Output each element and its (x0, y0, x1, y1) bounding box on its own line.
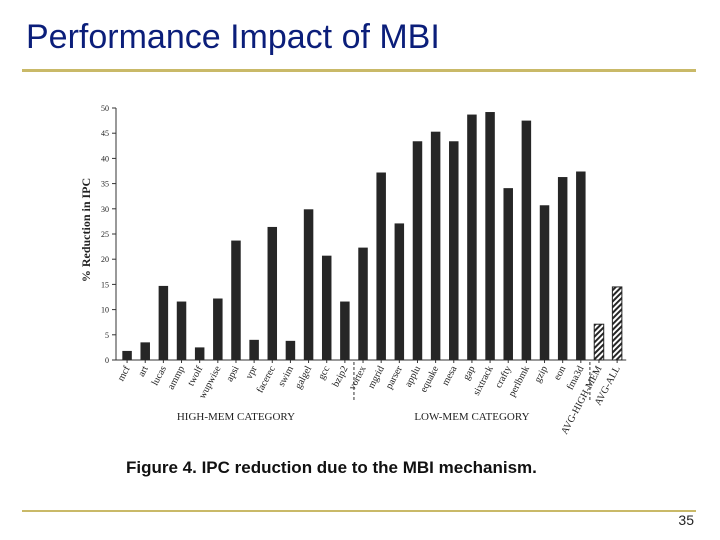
title-divider (22, 69, 696, 72)
bar-facerec (267, 226, 278, 360)
figure-caption: Figure 4. IPC reduction due to the MBI m… (126, 458, 537, 477)
category-label: eon (552, 364, 568, 382)
bar-avg-all (611, 286, 623, 361)
category-label: gzip (532, 364, 550, 384)
category-label: ammp (166, 364, 187, 391)
bar-bzip2 (340, 301, 350, 360)
bar-swim (285, 340, 296, 360)
bar-equake (430, 131, 441, 360)
bar-parser (394, 223, 405, 360)
bar-gcc (321, 255, 332, 360)
bar-mesa (449, 141, 459, 360)
bar-mcf (122, 350, 132, 360)
category-label: parser (384, 364, 405, 391)
category-label: equake (418, 364, 441, 395)
bar-eon (557, 177, 568, 360)
bar-wupwise (213, 298, 223, 360)
slide-number: 35 (678, 512, 694, 528)
footer-divider (22, 510, 696, 512)
category-label: vortex (347, 364, 369, 392)
bar-gap (467, 114, 477, 360)
bar-lucas (158, 285, 169, 360)
bar-mgrid (376, 172, 386, 360)
bar-vpr (249, 339, 259, 360)
y-tick-label: 35 (101, 180, 109, 189)
y-axis-title: % Reduction in IPC (79, 178, 93, 282)
category-label: mcf (116, 364, 133, 383)
group-label: LOW-MEM CATEGORY (414, 411, 529, 423)
bar-galgel (303, 209, 314, 360)
category-label: art (136, 364, 151, 379)
y-tick-label: 20 (101, 255, 109, 264)
y-tick-label: 15 (101, 280, 109, 289)
category-label: gcc (316, 364, 332, 382)
category-label: gap (461, 364, 477, 382)
y-tick-label: 0 (105, 356, 109, 365)
y-tick-label: 40 (101, 154, 109, 163)
bar-twolf (194, 347, 205, 360)
y-tick-label: 45 (101, 129, 109, 138)
category-label: apsi (224, 364, 241, 384)
bar-vortex (358, 247, 368, 360)
bar-applu (412, 141, 423, 360)
category-label: vpr (244, 364, 260, 382)
bar-apsi (231, 240, 241, 360)
y-tick-label: 10 (101, 306, 109, 315)
category-label: facerec (255, 364, 279, 395)
y-tick-label: 25 (101, 230, 109, 239)
bar-sixtrack (485, 112, 495, 360)
bar-fma3d (576, 171, 586, 360)
group-label: HIGH-MEM CATEGORY (177, 411, 295, 423)
y-tick-label: 30 (101, 205, 109, 214)
y-tick-label: 50 (101, 104, 109, 113)
bar-ammp (176, 301, 187, 360)
y-tick-label: 5 (105, 331, 109, 340)
slide-title: Performance Impact of MBI (26, 18, 440, 56)
bar-gzip (539, 205, 550, 360)
bar-art (140, 342, 150, 360)
bar-crafty (503, 188, 513, 360)
bar-avg-high-mem (593, 323, 605, 361)
bar-perlbmk (521, 120, 532, 360)
category-label: galgel (293, 364, 314, 391)
category-label: mesa (440, 364, 460, 388)
